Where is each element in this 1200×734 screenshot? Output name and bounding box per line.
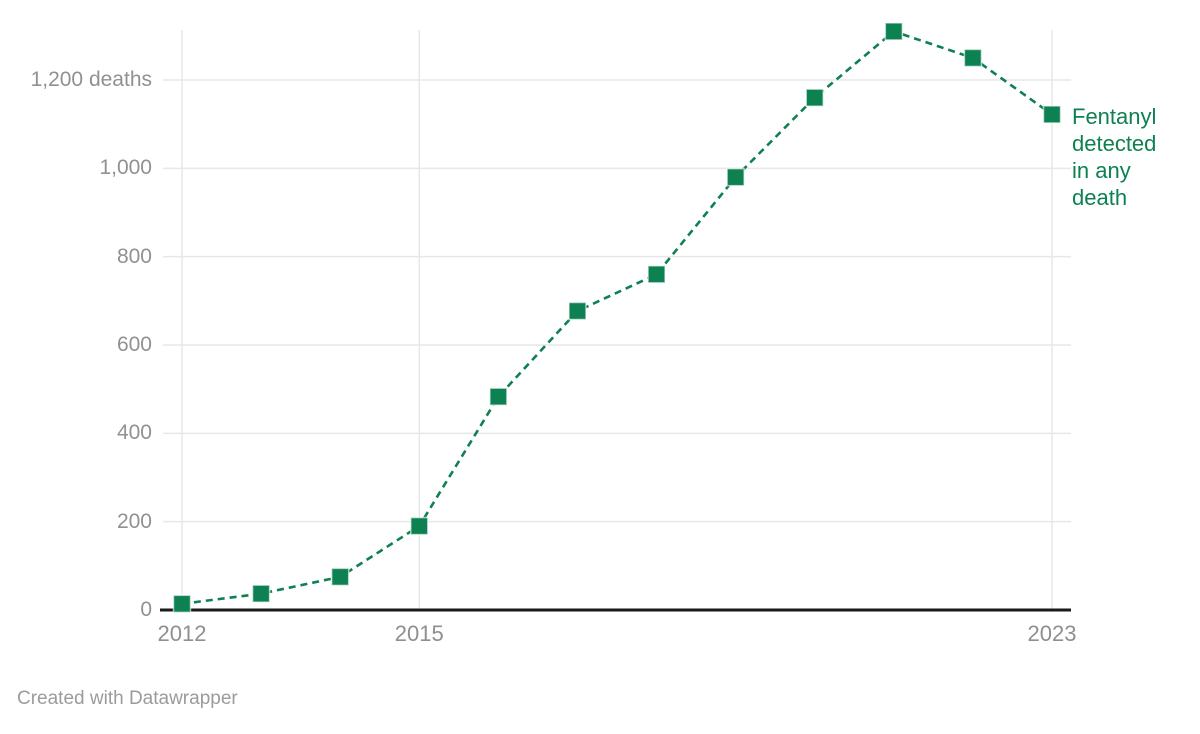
data-point-marker — [963, 48, 983, 68]
y-tick-label: 0 — [140, 598, 152, 621]
data-point-marker — [805, 88, 824, 107]
series-direct-label: Fentanyl detected in any death — [1072, 104, 1157, 210]
series-line — [181, 29, 1053, 606]
y-tick-label: 1,000 — [99, 156, 152, 180]
attribution-text: Created with Datawrapper — [17, 688, 238, 709]
data-point-marker — [884, 22, 904, 41]
data-point-marker — [1042, 105, 1062, 124]
data-point-marker — [489, 387, 508, 406]
data-point-marker — [172, 594, 192, 614]
data-point-marker — [410, 516, 429, 536]
data-point-marker — [330, 567, 350, 587]
y-tick-label: 600 — [116, 333, 152, 356]
y-tick-label: 200 — [116, 509, 152, 533]
y-tick-label: 800 — [116, 244, 152, 268]
x-tick-label: 2015 — [394, 621, 444, 646]
x-tick-label: 2023 — [1027, 621, 1077, 646]
data-point-marker — [568, 301, 587, 321]
data-point-marker — [251, 584, 271, 603]
y-tick-label: 400 — [116, 421, 152, 445]
data-point-marker — [647, 265, 666, 284]
x-tick-label: 2012 — [157, 621, 207, 646]
data-point-marker — [726, 167, 745, 187]
y-tick-label: 1,200 deaths — [30, 68, 152, 91]
